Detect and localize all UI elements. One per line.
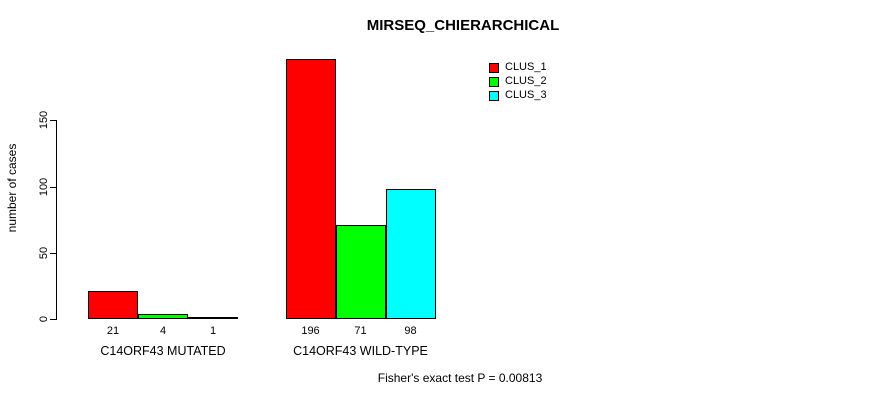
bar-clus-1-group2	[285, 59, 336, 319]
bar-value-label: 1	[209, 325, 217, 337]
y-tick	[50, 120, 57, 122]
y-tick-label: 0	[38, 315, 50, 323]
legend-item-clus-3: CLUS_3	[489, 89, 547, 102]
y-tick-label: 150	[38, 111, 50, 130]
bar-clus-3-group1	[188, 317, 238, 319]
bar-value-label: 196	[301, 325, 320, 337]
y-tick	[50, 186, 57, 188]
bar-clus-2-group2	[335, 224, 386, 319]
legend-swatch-clus-1	[489, 62, 499, 73]
legend-label: CLUS_3	[505, 89, 547, 101]
bar-value-label: 4	[159, 325, 167, 337]
legend-item-clus-1: CLUS_1	[489, 61, 547, 74]
legend-label: CLUS_1	[505, 61, 547, 73]
y-tick-label: 100	[38, 177, 50, 196]
bar-value-label: 98	[404, 325, 417, 337]
chart-title: MIRSEQ_CHIERARCHICAL	[366, 17, 560, 34]
footer-note: Fisher's exact test P = 0.00813	[377, 371, 543, 385]
bar-clus-1-group1	[88, 291, 138, 319]
group-label: C14ORF43 MUTATED	[100, 344, 226, 358]
legend: CLUS_1 CLUS_2 CLUS_3	[489, 61, 547, 103]
y-tick-label: 50	[38, 246, 50, 259]
y-tick	[50, 252, 57, 254]
legend-label: CLUS_2	[505, 75, 547, 87]
legend-item-clus-2: CLUS_2	[489, 75, 547, 88]
y-tick	[50, 319, 57, 320]
y-axis-line	[56, 120, 57, 320]
bar-clus-2-group1	[138, 313, 188, 319]
bar-clus-3-group2	[385, 189, 436, 319]
bar-value-label: 21	[106, 325, 120, 337]
legend-swatch-clus-3	[489, 90, 499, 101]
bar-value-label: 71	[354, 325, 367, 337]
y-axis-label: number of cases	[5, 143, 19, 233]
group-label: C14ORF43 WILD-TYPE	[293, 344, 428, 358]
legend-swatch-clus-2	[489, 76, 499, 87]
